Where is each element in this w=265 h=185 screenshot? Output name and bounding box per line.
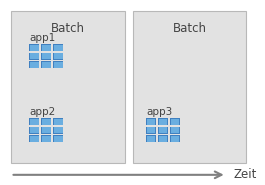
Text: Batch: Batch — [173, 22, 206, 35]
Bar — [171, 127, 179, 133]
Bar — [41, 127, 51, 134]
Bar — [159, 127, 167, 133]
Bar — [29, 44, 39, 51]
Bar — [132, 11, 246, 163]
Bar — [29, 61, 39, 68]
Bar — [54, 127, 63, 133]
Bar — [41, 61, 51, 68]
Bar — [147, 119, 155, 125]
Text: Batch: Batch — [51, 22, 85, 35]
Bar — [158, 127, 168, 134]
Bar — [171, 136, 179, 142]
Bar — [42, 127, 51, 133]
Bar — [30, 136, 39, 142]
Bar — [53, 118, 63, 125]
Text: app3: app3 — [146, 107, 172, 117]
Bar — [170, 118, 180, 125]
Bar — [11, 11, 125, 163]
Bar — [54, 119, 63, 125]
Bar — [54, 53, 63, 59]
Bar — [171, 119, 179, 125]
Bar — [41, 118, 51, 125]
Text: app1: app1 — [29, 33, 56, 43]
Bar — [29, 53, 39, 60]
Bar — [147, 127, 155, 133]
Bar — [41, 44, 51, 51]
Bar — [159, 136, 167, 142]
Bar — [54, 62, 63, 68]
Bar — [170, 135, 180, 142]
Bar — [147, 136, 155, 142]
Bar — [158, 135, 168, 142]
Bar — [42, 45, 51, 51]
Bar — [42, 62, 51, 68]
Bar — [42, 53, 51, 59]
Bar — [53, 53, 63, 60]
Text: app2: app2 — [29, 107, 56, 117]
Bar — [53, 61, 63, 68]
Bar — [54, 45, 63, 51]
Bar — [42, 119, 51, 125]
Bar — [30, 62, 39, 68]
Bar — [30, 53, 39, 59]
Bar — [30, 119, 39, 125]
Bar — [146, 127, 156, 134]
Bar — [170, 127, 180, 134]
Bar — [29, 118, 39, 125]
Bar — [53, 44, 63, 51]
Bar — [41, 53, 51, 60]
Bar — [30, 127, 39, 133]
Bar — [53, 135, 63, 142]
Bar — [29, 127, 39, 134]
Bar — [42, 136, 51, 142]
Text: Zeit: Zeit — [233, 168, 257, 181]
Bar — [146, 135, 156, 142]
Bar — [146, 118, 156, 125]
Bar — [54, 136, 63, 142]
Bar — [53, 127, 63, 134]
Bar — [158, 118, 168, 125]
Bar — [159, 119, 167, 125]
Bar — [29, 135, 39, 142]
Bar — [30, 45, 39, 51]
Bar — [41, 135, 51, 142]
